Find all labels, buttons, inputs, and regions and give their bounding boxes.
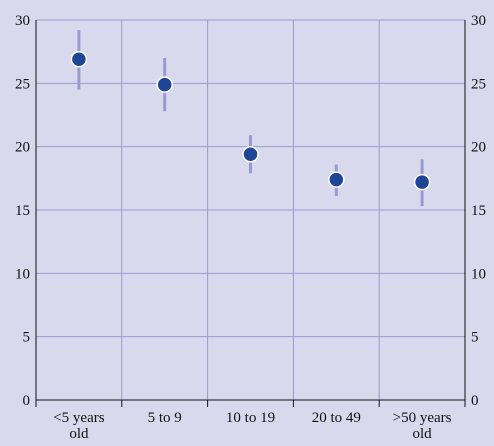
y-tick-label-left: 5 — [23, 330, 31, 346]
y-tick-label-left: 30 — [15, 13, 30, 29]
y-tick-label-right: 25 — [471, 76, 486, 92]
y-tick-label-left: 10 — [15, 266, 30, 282]
axes — [35, 20, 466, 407]
y-tick-label-right: 30 — [471, 13, 486, 29]
y-tick-label-left: 0 — [23, 393, 31, 409]
y-tick-label-right: 20 — [471, 140, 486, 156]
x-tick-label: <5 years — [53, 410, 105, 426]
y-tick-label-right: 0 — [471, 393, 479, 409]
data-points — [70, 51, 431, 191]
data-point — [242, 146, 259, 163]
x-tick-label: >50 years — [393, 410, 452, 426]
data-point — [328, 171, 345, 188]
y-tick-label-left: 25 — [15, 76, 30, 92]
data-point — [70, 51, 88, 68]
x-tick-label: old — [69, 426, 89, 442]
y-tick-label-left: 20 — [15, 140, 30, 156]
y-tick-label-right: 10 — [471, 266, 486, 282]
x-tick-label: 10 to 19 — [226, 410, 275, 426]
y-tick-label-left: 15 — [15, 203, 30, 219]
y-tick-label-right: 5 — [471, 330, 479, 346]
x-tick-label: 5 to 9 — [148, 410, 182, 426]
data-point — [156, 76, 173, 93]
x-tick-label: 20 to 49 — [312, 410, 361, 426]
grid-lines — [36, 19, 465, 400]
y-tick-label-right: 15 — [471, 203, 486, 219]
data-point — [413, 173, 431, 191]
x-tick-label: old — [413, 426, 433, 442]
